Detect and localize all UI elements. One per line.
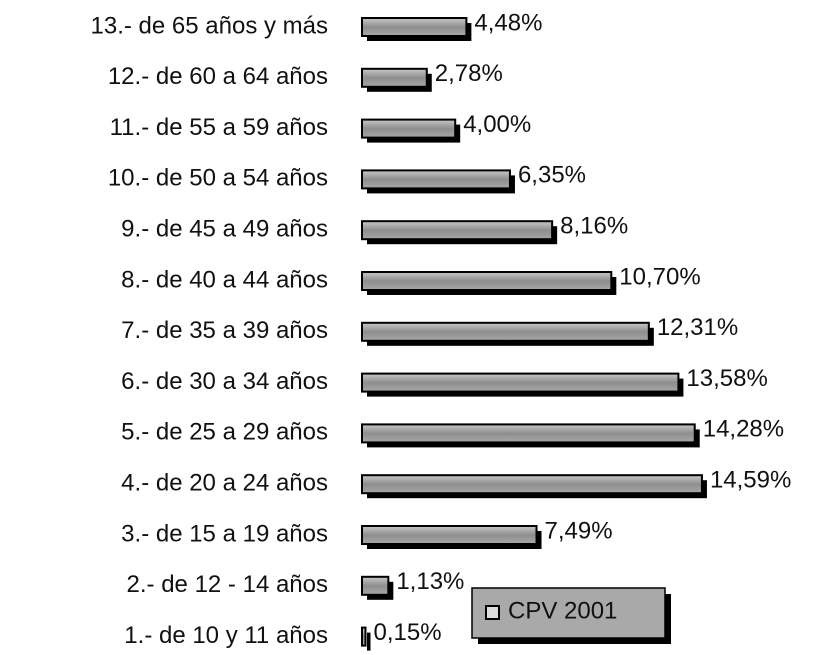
bar-shadow <box>367 632 371 651</box>
category-label: 6.- de 30 a 34 años <box>121 368 328 395</box>
bar <box>361 220 554 241</box>
bar <box>361 372 680 393</box>
value-label: 1,13% <box>396 568 464 595</box>
bar <box>361 17 468 37</box>
value-label: 14,28% <box>703 416 784 443</box>
bar <box>361 321 650 342</box>
category-label: 8.- de 40 a 44 años <box>121 266 328 293</box>
value-label: 8,16% <box>560 213 628 240</box>
value-label: 12,31% <box>657 314 738 341</box>
legend-label: CPV 2001 <box>508 597 617 624</box>
bar <box>361 67 428 88</box>
value-label: 2,78% <box>435 60 503 87</box>
value-label: 0,15% <box>373 619 441 646</box>
category-label: 4.- de 20 a 24 años <box>121 470 328 497</box>
value-label: 10,70% <box>619 263 700 290</box>
category-label: 10.- de 50 a 54 años <box>108 165 328 192</box>
value-label: 13,58% <box>686 365 767 392</box>
value-label: 14,59% <box>710 467 791 494</box>
category-label: 1.- de 10 y 11 años <box>124 622 328 649</box>
value-label: 4,00% <box>463 111 531 138</box>
category-label: 9.- de 45 a 49 años <box>121 216 328 243</box>
bar <box>361 271 613 291</box>
category-label: 3.- de 15 a 19 años <box>121 520 328 547</box>
category-label: 7.- de 35 a 39 años <box>121 317 328 344</box>
category-label: 13.- de 65 años y más <box>91 12 328 39</box>
bar <box>361 626 367 647</box>
bar <box>361 169 511 190</box>
bar <box>361 118 457 139</box>
bar <box>361 575 390 596</box>
category-label: 2.- de 12 - 14 años <box>127 571 328 598</box>
bar <box>361 474 703 495</box>
legend-swatch <box>485 605 500 620</box>
value-label: 6,35% <box>518 162 586 189</box>
legend <box>471 587 666 639</box>
bar <box>361 525 538 545</box>
category-label: 11.- de 55 a 59 años <box>110 114 328 141</box>
category-label: 12.- de 60 a 64 años <box>108 63 328 90</box>
category-label: 5.- de 25 a 29 años <box>121 419 328 446</box>
bar <box>361 423 696 444</box>
value-label: 7,49% <box>545 517 613 544</box>
value-label: 4,48% <box>474 9 542 36</box>
